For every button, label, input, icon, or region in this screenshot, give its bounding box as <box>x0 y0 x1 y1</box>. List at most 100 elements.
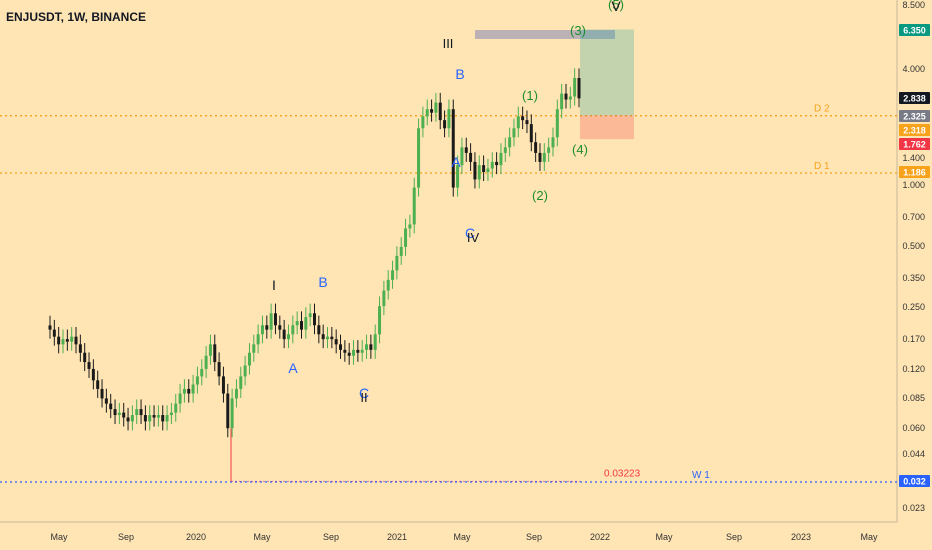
y-tick-label: 0.085 <box>902 393 925 403</box>
candle-body <box>130 415 134 422</box>
wave-label: I <box>272 277 276 293</box>
candle-body <box>265 325 269 330</box>
candle-body <box>529 124 533 143</box>
candle-body <box>83 352 87 363</box>
x-tick-label: 2020 <box>186 532 206 542</box>
wave-label: III <box>443 36 454 51</box>
candle-body <box>339 344 343 350</box>
candle-body <box>234 388 238 399</box>
candle-body <box>78 344 82 353</box>
candle-body <box>443 120 447 129</box>
x-tick-label: May <box>253 532 271 542</box>
candle-body <box>460 147 464 166</box>
candle-body <box>113 409 117 416</box>
candle-body <box>542 152 546 162</box>
candle-body <box>57 336 61 345</box>
candle-body <box>369 344 373 350</box>
price-badge <box>899 475 930 487</box>
price-badge-label: 6.350 <box>903 26 926 36</box>
price-badge <box>899 110 930 122</box>
wave-label: C <box>359 385 369 401</box>
candle-body <box>91 368 95 381</box>
candle-body <box>451 109 455 188</box>
candle-body <box>217 362 221 377</box>
candle-body <box>508 137 512 148</box>
candle-body <box>291 325 295 335</box>
x-tick-label: Sep <box>323 532 339 542</box>
candle-body <box>547 147 551 153</box>
candle-body <box>334 339 338 345</box>
candle-body <box>152 415 156 418</box>
candle-body <box>421 116 425 129</box>
candle-body <box>495 161 499 166</box>
x-tick-label: 2021 <box>387 532 407 542</box>
candle-body <box>70 336 74 342</box>
level-label: D 1 <box>814 161 830 172</box>
candle-body <box>74 336 78 345</box>
candle-body <box>482 165 486 172</box>
level-label: W 1 <box>692 470 710 481</box>
candle-body <box>295 321 299 326</box>
candle-body <box>356 349 360 353</box>
x-tick-label: Sep <box>526 532 542 542</box>
candle-body <box>148 415 152 422</box>
y-tick-label: 4.000 <box>902 64 925 74</box>
candle-body <box>200 368 204 377</box>
candle-body <box>347 352 351 356</box>
wave-label: C <box>465 225 475 241</box>
candle-body <box>117 412 121 416</box>
candle-body <box>256 334 260 345</box>
price-badge-label: 1.186 <box>903 168 926 178</box>
wave-label: (3) <box>570 23 586 38</box>
x-tick-label: Sep <box>118 532 134 542</box>
candle-body <box>469 152 473 162</box>
candle-body <box>221 376 225 394</box>
candle-body <box>52 329 56 337</box>
candle-body <box>182 388 186 394</box>
candle-body <box>230 398 234 429</box>
x-tick-label: May <box>50 532 68 542</box>
wave-label: V <box>611 0 621 14</box>
x-tick-label: Sep <box>726 532 742 542</box>
price-badge-label: 1.762 <box>903 140 926 150</box>
candle-body <box>87 362 91 369</box>
x-tick-label: May <box>860 532 878 542</box>
candle-body <box>96 380 100 389</box>
candle-body <box>408 224 412 229</box>
candle-body <box>382 290 386 307</box>
resistance-zone <box>475 30 615 39</box>
candle-body <box>438 102 442 121</box>
candle-body <box>343 349 347 353</box>
candle-body <box>391 270 395 280</box>
candle-body <box>104 398 108 404</box>
candle-body <box>308 313 312 318</box>
y-tick-label: 0.120 <box>902 364 925 374</box>
candle-body <box>568 96 572 100</box>
candle-body <box>174 403 178 413</box>
candle-body <box>65 339 69 342</box>
candle-body <box>143 415 147 422</box>
y-tick-label: 0.023 <box>902 503 925 513</box>
candle-body <box>187 388 191 394</box>
candle-body <box>304 317 308 330</box>
stop-zone <box>580 115 634 140</box>
candle-body <box>100 388 104 399</box>
candle-body <box>165 415 169 422</box>
candle-body <box>109 403 113 410</box>
candle-body <box>156 415 160 418</box>
wave-label: (5) <box>608 0 624 12</box>
candle-body <box>269 313 273 330</box>
y-tick-label: 0.170 <box>902 334 925 344</box>
candle-body <box>195 376 199 385</box>
candle-body <box>278 325 282 330</box>
candle-body <box>447 109 451 129</box>
wave-label: A <box>451 154 461 170</box>
y-tick-label: 1.000 <box>902 180 925 190</box>
candle-body <box>247 352 251 366</box>
candle-body <box>365 344 369 350</box>
candle-body <box>477 165 481 180</box>
candle-body <box>239 376 243 389</box>
candle-body <box>577 78 581 99</box>
